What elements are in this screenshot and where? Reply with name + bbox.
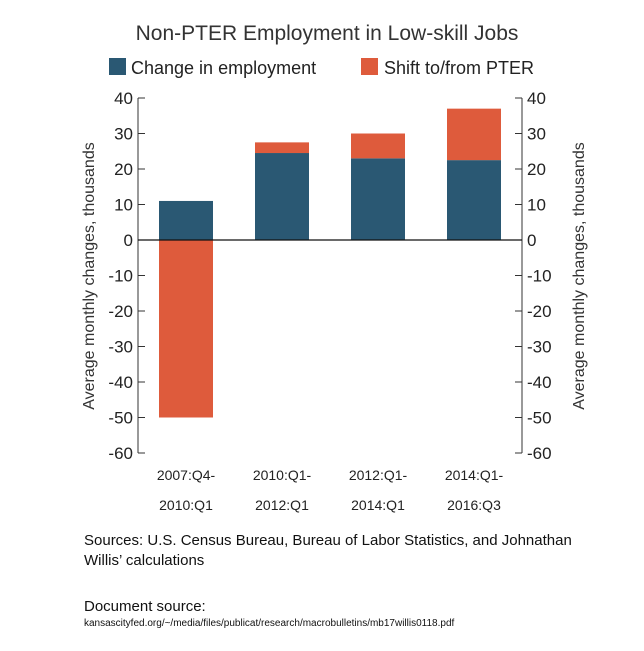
y-tick-label-right: 10 (527, 196, 546, 215)
axes: 40 40 30 30 20 20 10 10 0 0 -10 -10 -20 -20 -30 -30 -40 -… (108, 89, 551, 463)
bar-employment (255, 153, 309, 240)
category-labels: 2007:Q4-2010:Q1 2010:Q1-2012:Q1 2012:Q1-20… (157, 467, 504, 513)
y-tick-label-right: 40 (527, 89, 546, 108)
y-tick-label-left: -60 (108, 444, 133, 463)
y-tick-label-right: -10 (527, 267, 552, 286)
bar-pter (447, 108, 501, 161)
bars (159, 108, 501, 418)
chart-title: Non-PTER Employment in Low-skill Jobs (136, 22, 519, 45)
category-label: 2014:Q1-2016:Q3 (445, 467, 504, 513)
chart: Non-PTER Employment in Low-skill Jobs Ch… (81, 22, 588, 513)
y-tick-label-right: -50 (527, 409, 552, 428)
legend-swatch-employment (109, 58, 126, 75)
y-tick-label-left: 20 (114, 160, 133, 179)
y-axis-label-right: Average monthly changes, thousands (571, 142, 588, 409)
y-tick-label-left: 30 (114, 125, 133, 144)
y-tick-label-left: -10 (108, 267, 133, 286)
y-tick-label-right: -60 (527, 444, 552, 463)
legend: Change in employment Shift to/from PTER (109, 58, 534, 78)
legend-label-employment: Change in employment (131, 58, 316, 78)
legend-swatch-pter (361, 58, 378, 75)
y-tick-label-left: -40 (108, 373, 133, 392)
y-tick-label-right: -40 (527, 373, 552, 392)
category-label: 2010:Q1-2012:Q1 (253, 467, 312, 513)
y-tick-label-right: -30 (527, 338, 552, 357)
y-tick-label-left: -20 (108, 302, 133, 321)
bar-employment (159, 200, 213, 240)
bar-employment (351, 158, 405, 240)
y-tick-label-left: 10 (114, 196, 133, 215)
document-source-url: kansascityfed.org/~/media/files/publicat… (84, 618, 455, 629)
y-tick-label-left: -50 (108, 409, 133, 428)
y-tick-label-left: 40 (114, 89, 133, 108)
legend-label-pter: Shift to/from PTER (384, 58, 534, 78)
bar-pter (255, 142, 309, 154)
bar-employment (447, 160, 501, 240)
category-label: 2012:Q1-2014:Q1 (349, 467, 408, 513)
y-tick-label-right: 0 (527, 231, 536, 250)
y-tick-label-right: -20 (527, 302, 552, 321)
y-tick-label-left: 0 (124, 231, 133, 250)
category-label: 2007:Q4-2010:Q1 (157, 467, 216, 513)
y-tick-label-right: 20 (527, 160, 546, 179)
bar-pter (351, 133, 405, 159)
document-source-label: Document source: (84, 598, 206, 615)
y-tick-label-left: -30 (108, 338, 133, 357)
bar-pter (159, 240, 213, 418)
y-tick-label-right: 30 (527, 125, 546, 144)
sources-note: Sources: U.S. Census Bureau, Bureau of L… (84, 532, 572, 569)
y-axis-label-left: Average monthly changes, thousands (81, 142, 98, 409)
